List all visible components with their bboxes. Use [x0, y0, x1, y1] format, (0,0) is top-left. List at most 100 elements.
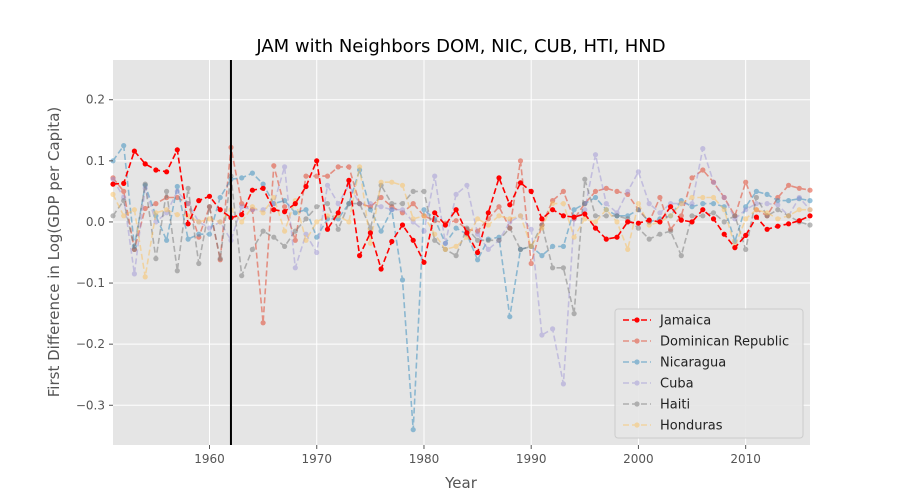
data-point-haiti: [131, 246, 137, 252]
legend-label: Haiti: [660, 398, 690, 413]
data-point-haiti: [357, 201, 363, 207]
data-point-haiti: [710, 210, 717, 216]
data-point-jamaica: [635, 220, 642, 226]
data-point-cuba: [710, 179, 717, 185]
data-point-cuba: [475, 231, 481, 237]
data-point-jamaica: [528, 188, 534, 194]
data-point-honduras: [442, 246, 448, 252]
data-point-jamaica: [614, 234, 620, 240]
data-point-jamaica: [164, 169, 170, 175]
data-point-jamaica: [367, 230, 373, 236]
data-point-haiti: [142, 181, 148, 187]
legend-label: Dominican Republic: [660, 335, 789, 350]
data-point-haiti: [335, 226, 341, 232]
data-point-dominican-republic: [592, 188, 599, 194]
data-point-cuba: [775, 202, 781, 208]
data-point-jamaica: [335, 210, 341, 216]
data-point-nicaragua: [303, 207, 309, 213]
data-point-haiti: [324, 201, 331, 207]
data-point-jamaica: [582, 211, 588, 217]
data-point-haiti: [614, 213, 620, 219]
data-point-cuba: [421, 228, 427, 234]
data-point-haiti: [603, 213, 609, 219]
data-point-dominican-republic: [282, 204, 288, 210]
data-point-honduras: [625, 246, 631, 252]
data-point-dominican-republic: [121, 188, 127, 194]
data-point-nicaragua: [121, 143, 127, 149]
data-point-nicaragua: [453, 225, 459, 231]
x-tick-label: 1980: [409, 452, 440, 466]
data-point-haiti: [260, 228, 266, 234]
data-point-honduras: [786, 213, 792, 219]
data-point-honduras: [689, 194, 695, 201]
data-point-nicaragua: [164, 237, 170, 243]
data-point-dominican-republic: [174, 194, 180, 201]
data-point-nicaragua: [743, 204, 749, 210]
legend-marker: [634, 359, 640, 365]
data-point-jamaica: [217, 207, 223, 213]
data-point-honduras: [260, 210, 266, 216]
data-point-jamaica: [239, 212, 245, 218]
data-point-honduras: [571, 234, 577, 240]
data-point-honduras: [357, 164, 363, 170]
data-point-haiti: [485, 237, 491, 243]
data-point-honduras: [367, 240, 373, 246]
data-point-honduras: [121, 213, 127, 219]
data-point-haiti: [346, 201, 352, 207]
data-point-haiti: [217, 256, 223, 262]
data-point-nicaragua: [174, 183, 180, 190]
data-point-jamaica: [121, 180, 127, 186]
data-point-cuba: [292, 265, 298, 271]
data-point-cuba: [239, 204, 245, 210]
data-point-honduras: [710, 194, 717, 201]
data-point-dominican-republic: [528, 260, 534, 267]
data-point-cuba: [582, 207, 588, 213]
y-tick-label: 0.0: [86, 215, 105, 229]
y-axis-label: First Difference in Log(GDP per Capita): [45, 107, 63, 397]
data-point-haiti: [292, 228, 298, 234]
y-tick-label: 0.2: [86, 93, 105, 107]
data-point-jamaica: [185, 221, 191, 227]
data-point-nicaragua: [389, 207, 395, 213]
data-point-jamaica: [657, 219, 663, 225]
data-point-nicaragua: [571, 207, 577, 213]
data-point-cuba: [378, 204, 384, 210]
data-point-honduras: [432, 231, 438, 237]
data-point-haiti: [560, 265, 567, 271]
data-point-nicaragua: [206, 231, 213, 237]
data-point-nicaragua: [196, 231, 202, 237]
data-point-honduras: [206, 216, 213, 222]
series-line-cuba: [112, 148, 811, 385]
data-point-haiti: [389, 201, 395, 207]
data-point-cuba: [528, 226, 534, 232]
data-point-jamaica: [153, 167, 159, 173]
data-point-cuba: [110, 176, 116, 182]
data-point-dominican-republic: [271, 163, 277, 169]
data-point-haiti: [239, 273, 245, 279]
data-point-jamaica: [174, 147, 180, 153]
data-point-cuba: [399, 207, 406, 213]
legend-marker: [634, 338, 640, 344]
data-point-jamaica: [314, 158, 320, 164]
data-point-dominican-republic: [110, 175, 116, 181]
data-point-jamaica: [249, 187, 255, 193]
data-point-cuba: [743, 207, 749, 213]
data-point-honduras: [475, 216, 481, 222]
data-point-dominican-republic: [689, 175, 695, 181]
data-point-honduras: [282, 228, 288, 234]
data-point-jamaica: [796, 218, 802, 224]
data-point-nicaragua: [475, 257, 481, 263]
data-point-haiti: [700, 213, 706, 219]
data-point-honduras: [807, 207, 813, 213]
series-line-jamaica: [112, 147, 811, 272]
data-point-jamaica: [753, 214, 760, 220]
y-tick-label: −0.2: [76, 337, 105, 351]
data-point-nicaragua: [185, 236, 191, 242]
data-point-haiti: [303, 216, 309, 222]
data-point-nicaragua: [775, 198, 781, 204]
data-point-cuba: [367, 201, 373, 207]
data-point-jamaica: [507, 202, 513, 208]
data-point-honduras: [174, 212, 180, 218]
data-point-jamaica: [282, 209, 288, 215]
data-point-haiti: [635, 225, 642, 231]
